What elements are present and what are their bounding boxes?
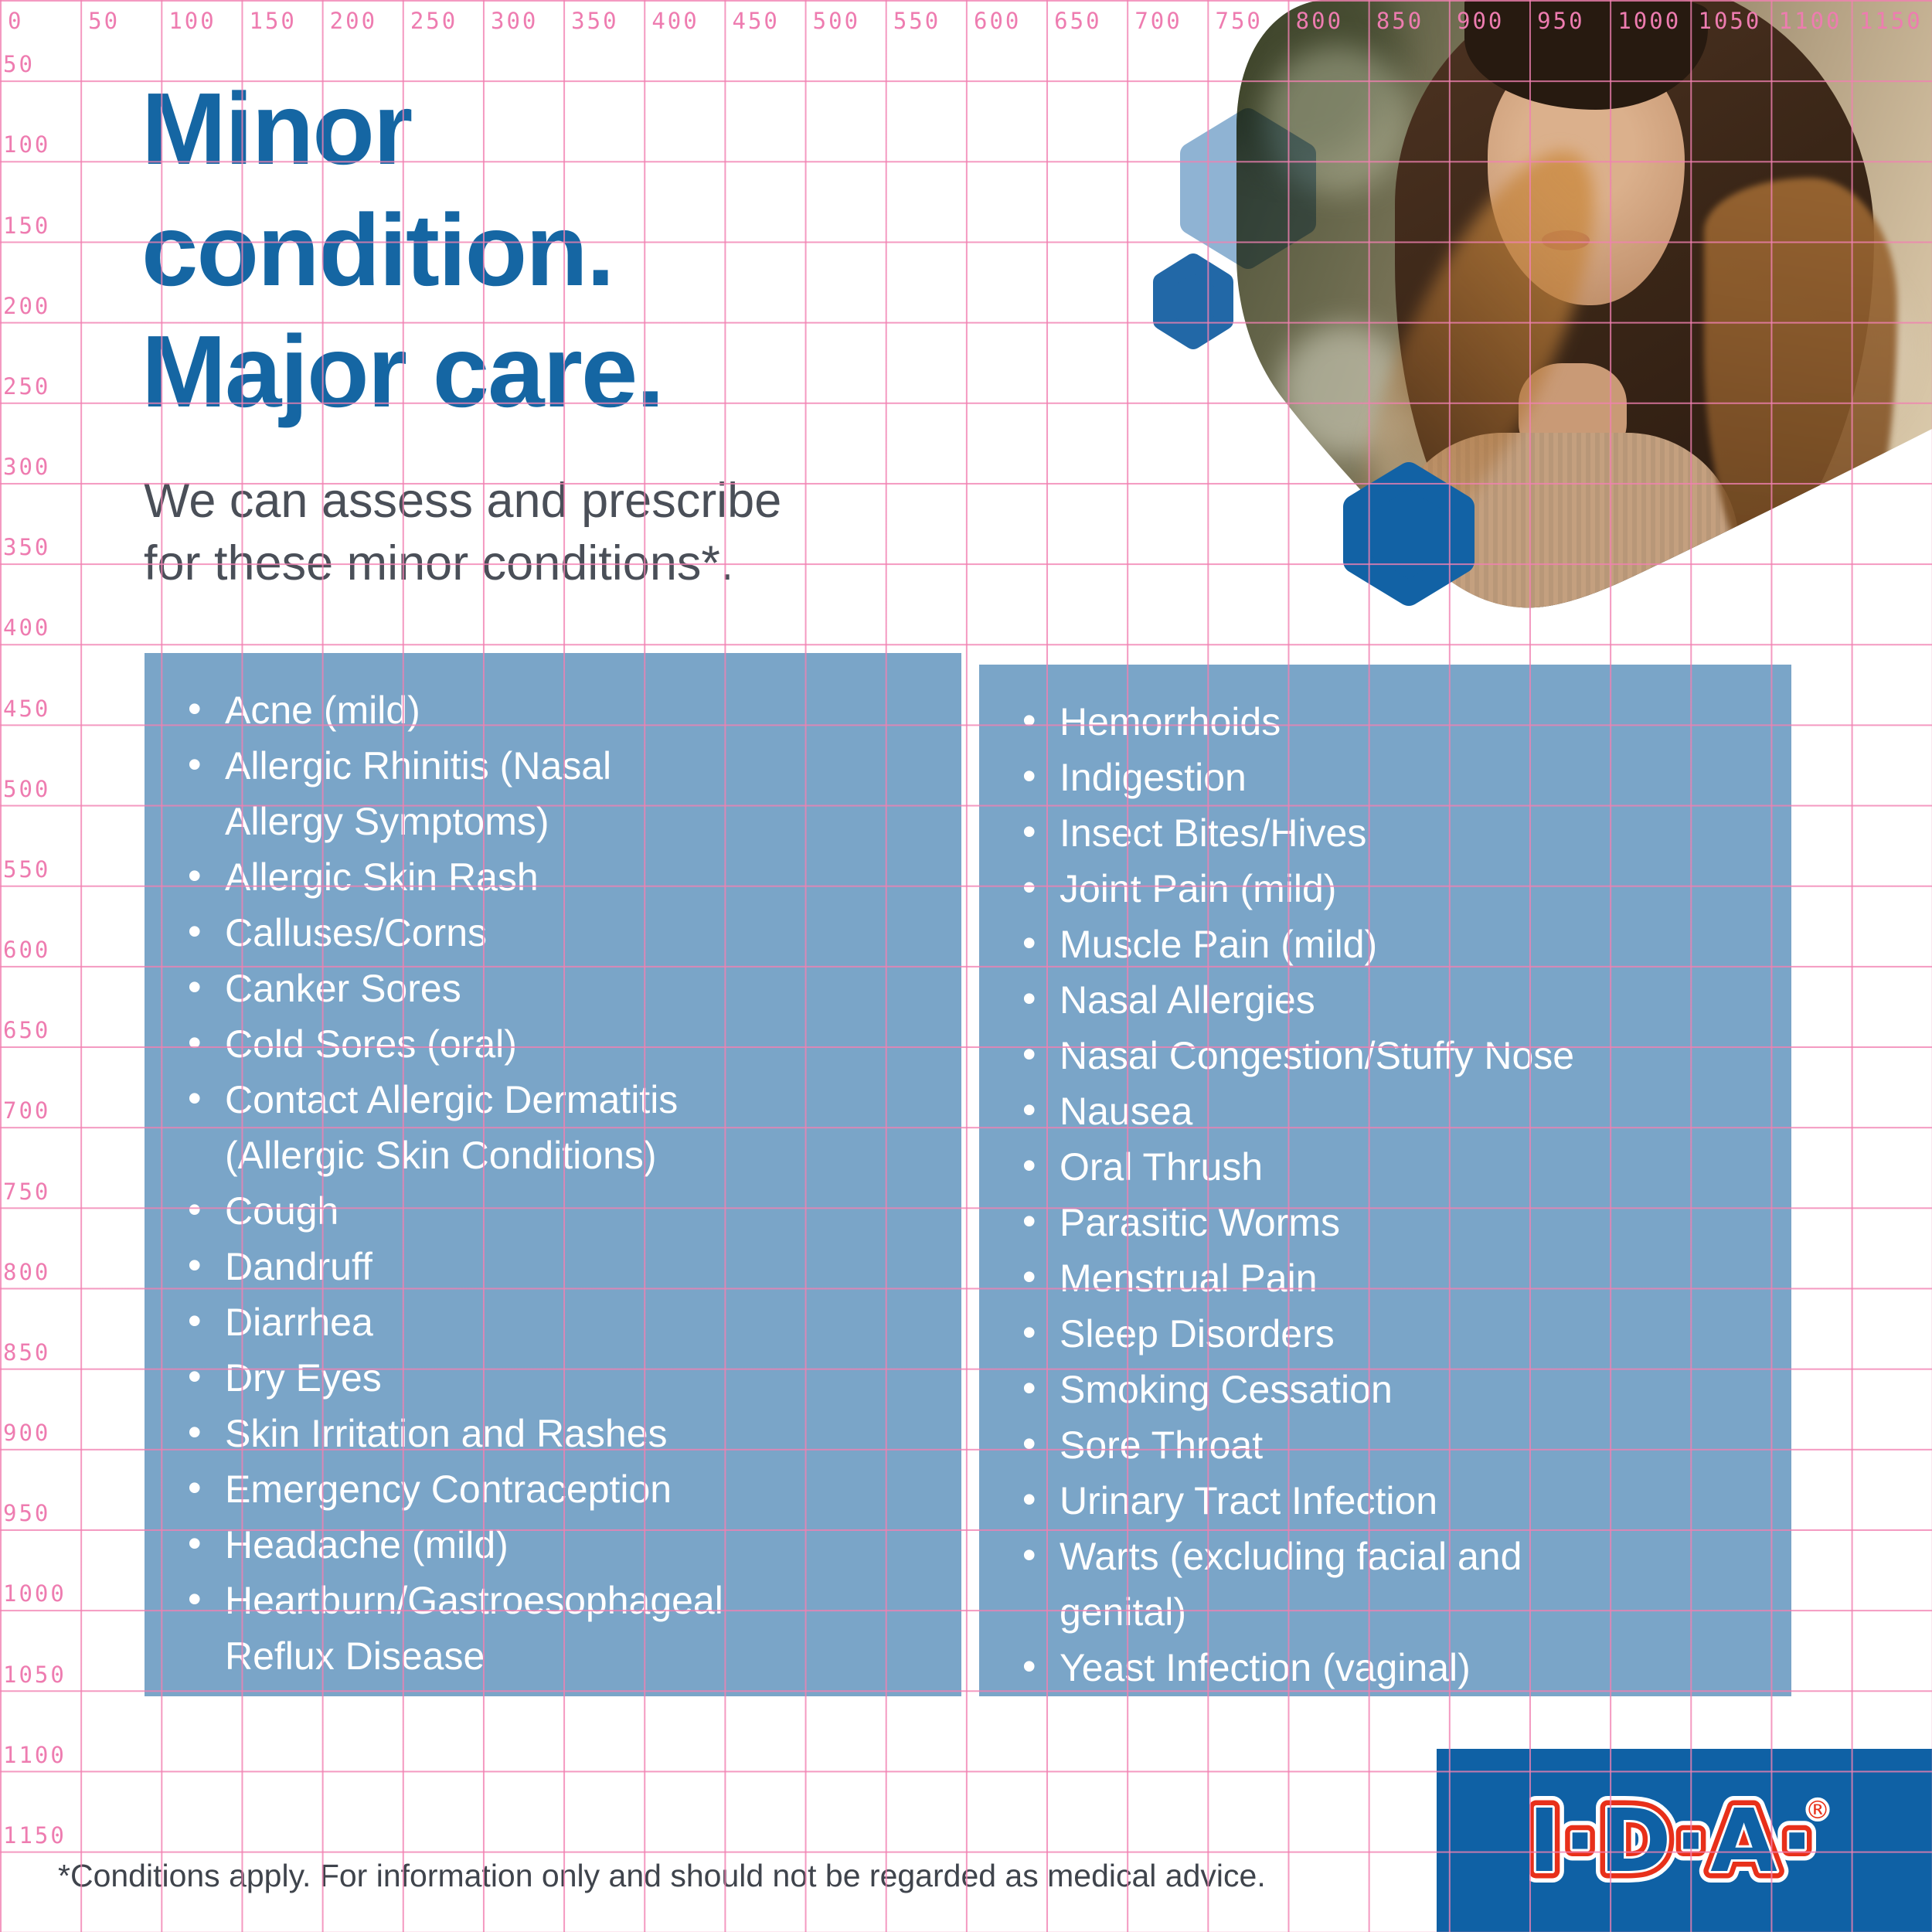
conditions-list-right: HemorrhoidsIndigestionInsect Bites/Hives… (979, 665, 1791, 1696)
condition-item: Skin Irritation and Rashes (188, 1404, 934, 1461)
ruler-left-label: 800 (3, 1258, 51, 1285)
condition-item: Allergic Rhinitis (Nasal Allergy Symptom… (188, 736, 934, 849)
title-line: Major care. (141, 315, 665, 428)
condition-item: Nasal Congestion/Stuffy Nose (1022, 1026, 1764, 1083)
condition-item: Canker Sores (188, 959, 934, 1016)
condition-item: Allergic Skin Rash (188, 848, 934, 905)
ruler-left-label: 850 (3, 1338, 51, 1366)
ruler-left-label: 750 (3, 1178, 51, 1205)
conditions-box-left: Acne (mild)Allergic Rhinitis (Nasal Alle… (145, 653, 961, 1696)
ruler-left-label: 450 (3, 695, 51, 722)
ruler-left-label: 1000 (3, 1580, 66, 1607)
ruler-top-label: 500 (812, 8, 861, 34)
ruler-top-label: 250 (410, 8, 458, 34)
condition-item: Acne (mild) (188, 681, 934, 738)
condition-item: Hemorrhoids (1022, 692, 1764, 750)
condition-item: Headache (mild) (188, 1515, 934, 1573)
condition-item: Sleep Disorders (1022, 1304, 1764, 1362)
photo-bokeh-light (1264, 46, 1410, 193)
disclaimer-text: *Conditions apply. For information only … (58, 1858, 1266, 1893)
condition-item: Smoking Cessation (1022, 1360, 1764, 1417)
ruler-left-label: 250 (3, 372, 51, 400)
condition-item: Joint Pain (mild) (1022, 859, 1764, 917)
condition-item: Insect Bites/Hives (1022, 804, 1764, 861)
ruler-left-label: 950 (3, 1500, 51, 1527)
ruler-left-label: 600 (3, 937, 51, 963)
page-title: Minor condition. Major care. (141, 68, 665, 432)
condition-item: Contact Allergic Dermatitis (Allergic Sk… (188, 1070, 934, 1183)
ida-logo-text: I·D·A· (1529, 1791, 1816, 1892)
ruler-left-label: 50 (3, 51, 35, 78)
registered-mark: ® (1805, 1795, 1830, 1825)
ruler-top-label: 350 (571, 8, 619, 34)
ruler-left-label: 700 (3, 1097, 51, 1124)
ruler-left-label: 350 (3, 534, 51, 561)
condition-item: Oral Thrush (1022, 1138, 1764, 1195)
woman-hair-front (1704, 178, 1897, 626)
conditions-box-right: HemorrhoidsIndigestionInsect Bites/Hives… (979, 665, 1791, 1696)
subtitle-line: We can assess and prescribe (144, 474, 782, 528)
condition-item: Nausea (1022, 1082, 1764, 1139)
ruler-left-label: 1050 (3, 1661, 66, 1688)
ruler-top-label: 50 (88, 8, 121, 34)
title-line: Minor (141, 72, 413, 185)
ruler-left-label: 900 (3, 1420, 51, 1446)
ruler-top-label: 550 (893, 8, 941, 34)
hexagon-small-dark-icon (1153, 253, 1233, 349)
condition-item: Nasal Allergies (1022, 971, 1764, 1028)
ruler-left-label: 550 (3, 855, 51, 883)
condition-item: Warts (excluding facial and genital) (1022, 1527, 1764, 1640)
condition-item: Cough (188, 1182, 934, 1239)
ruler-top-label: 750 (1215, 8, 1263, 34)
condition-item: Calluses/Corns (188, 903, 934, 961)
ruler-left-label: 400 (3, 614, 51, 641)
title-line: condition. (141, 193, 615, 307)
ida-logo: I·D·A· I·D·A· I·D·A· I·D·A· ® ® (1529, 1786, 1833, 1902)
condition-item: Urinary Tract Infection (1022, 1471, 1764, 1529)
ruler-top-label: 700 (1134, 8, 1182, 34)
ida-logo-block: I·D·A· I·D·A· I·D·A· I·D·A· ® ® (1437, 1749, 1932, 1932)
ruler-top-label: 100 (168, 8, 216, 34)
condition-item: Emergency Contraception (188, 1460, 934, 1517)
condition-item: Indigestion (1022, 748, 1764, 805)
ruler-top-label: 200 (329, 8, 378, 34)
condition-item: Dry Eyes (188, 1349, 934, 1406)
ruler-top-label: 650 (1054, 8, 1102, 34)
ruler-top-label: 300 (491, 8, 539, 34)
ruler-left-label: 150 (3, 212, 51, 239)
condition-item: Diarrhea (188, 1293, 934, 1350)
subtitle-line: for these minor conditions*. (144, 536, 734, 590)
ruler-left-label: 1150 (3, 1821, 66, 1849)
ruler-top-label: 150 (249, 8, 297, 34)
condition-item: Parasitic Worms (1022, 1193, 1764, 1250)
condition-item: Muscle Pain (mild) (1022, 915, 1764, 972)
ruler-top-label: 0 (8, 8, 24, 34)
page-subtitle: We can assess and prescribe for these min… (144, 470, 781, 595)
ruler-left-label: 500 (3, 775, 51, 802)
ruler-left-label: 300 (3, 454, 51, 480)
condition-item: Dandruff (188, 1237, 934, 1294)
ruler-left-label: 100 (3, 131, 51, 158)
ruler-left-label: 650 (3, 1017, 51, 1044)
portrait-photo (1233, 0, 1932, 626)
condition-item: Yeast Infection (vaginal) (1022, 1638, 1764, 1696)
condition-item: Heartburn/Gastroesophageal Reflux Diseas… (188, 1571, 934, 1684)
conditions-list-left: Acne (mild)Allergic Rhinitis (Nasal Alle… (145, 653, 961, 1684)
condition-item: Sore Throat (1022, 1416, 1764, 1473)
ruler-top-label: 600 (974, 8, 1022, 34)
ruler-left-label: 200 (3, 292, 51, 319)
ruler-top-label: 450 (732, 8, 780, 34)
condition-item: Cold Sores (oral) (188, 1015, 934, 1072)
condition-item: Menstrual Pain (1022, 1249, 1764, 1306)
ruler-left-label: 1100 (3, 1741, 66, 1768)
ruler-top-label: 400 (651, 8, 699, 34)
